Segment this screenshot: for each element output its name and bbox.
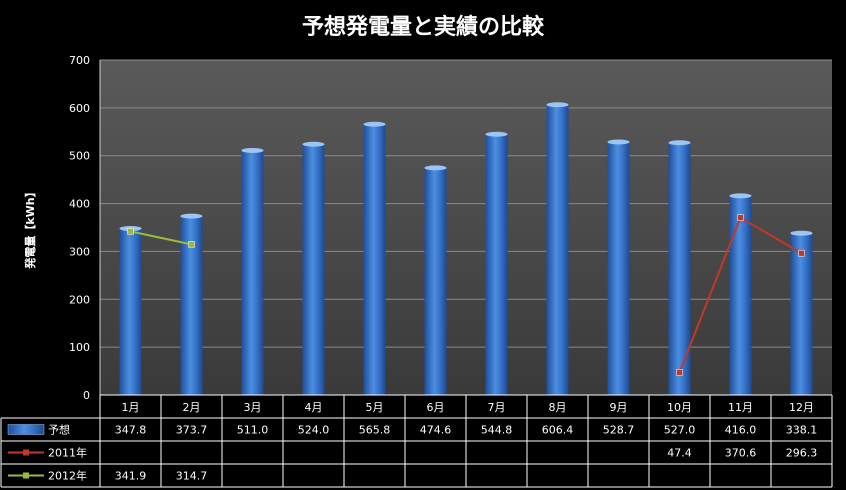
table-cell: 527.0 [664,424,696,437]
x-tick-label: 12月 [789,401,814,414]
bar [607,141,630,395]
table-cell: 47.4 [667,447,692,460]
x-tick-label: 10月 [667,401,692,414]
bar [119,228,142,395]
table-cell: 524.0 [298,424,330,437]
bar-cap [485,131,508,137]
x-tick-label: 9月 [610,401,628,414]
table-cell: 338.1 [786,424,818,437]
table-cell: 314.7 [176,470,208,483]
x-tick-label: 11月 [728,401,753,414]
legend-label: 予想 [48,423,70,437]
x-tick-label: 8月 [549,401,567,414]
series-point [188,241,195,248]
table-cell: 370.6 [725,447,757,460]
x-tick-label: 7月 [488,401,506,414]
table-cell: 544.8 [481,424,513,437]
y-axis-label: 発電量【kWh】 [23,186,37,269]
y-tick-label: 600 [69,102,90,115]
table-cell: 511.0 [237,424,269,437]
x-tick-label: 2月 [183,401,201,414]
bar [546,104,569,396]
x-tick-label: 4月 [305,401,323,414]
table-cell: 296.3 [786,447,818,460]
series-point [676,369,683,376]
y-tick-label: 100 [69,341,90,354]
table-cell: 528.7 [603,424,635,437]
x-tick-label: 1月 [122,401,140,414]
table-cell: 474.6 [420,424,452,437]
legend-key-marker [23,449,29,456]
y-tick-label: 300 [69,245,90,258]
y-tick-label: 200 [69,293,90,306]
bar [180,216,203,395]
bar-cap [729,193,752,199]
bar [424,167,447,395]
x-tick-label: 3月 [244,401,262,414]
bar-cap [668,140,691,146]
y-tick-label: 700 [69,54,90,67]
bar [241,150,264,395]
bar-cap [363,121,386,127]
bar-cap [790,230,813,236]
bar-cap [302,141,325,147]
table-cell: 416.0 [725,424,757,437]
table-cell: 341.9 [115,470,147,483]
plot-area [100,60,832,395]
series-point [798,249,805,257]
y-tick-label: 0 [83,389,90,402]
bar-cap [546,102,569,108]
table-cell: 565.8 [359,424,391,437]
bar-cap [424,165,447,171]
y-tick-label: 400 [69,198,90,211]
bar [668,142,691,395]
series-point [127,228,134,235]
legend-label: 2012年 [48,469,87,483]
chart-title: 予想発電量と実績の比較 [302,14,545,40]
table-cell: 606.4 [542,424,574,437]
legend-label: 2011年 [48,446,87,460]
bar-cap [180,213,203,219]
bar [302,144,325,395]
series-line [130,230,192,246]
bar [729,195,752,395]
legend-key-marker [23,472,29,479]
series-point [737,214,744,221]
table-cell: 347.8 [115,424,147,437]
x-tick-label: 6月 [427,401,445,414]
x-tick-label: 5月 [366,401,384,414]
bar [790,233,813,395]
y-tick-label: 500 [69,150,90,163]
bar-cap [607,139,630,145]
legend-key-bar [7,424,45,435]
bar [485,134,508,395]
bar-cap [241,147,264,153]
bar [363,124,386,395]
table-cell: 373.7 [176,424,208,437]
